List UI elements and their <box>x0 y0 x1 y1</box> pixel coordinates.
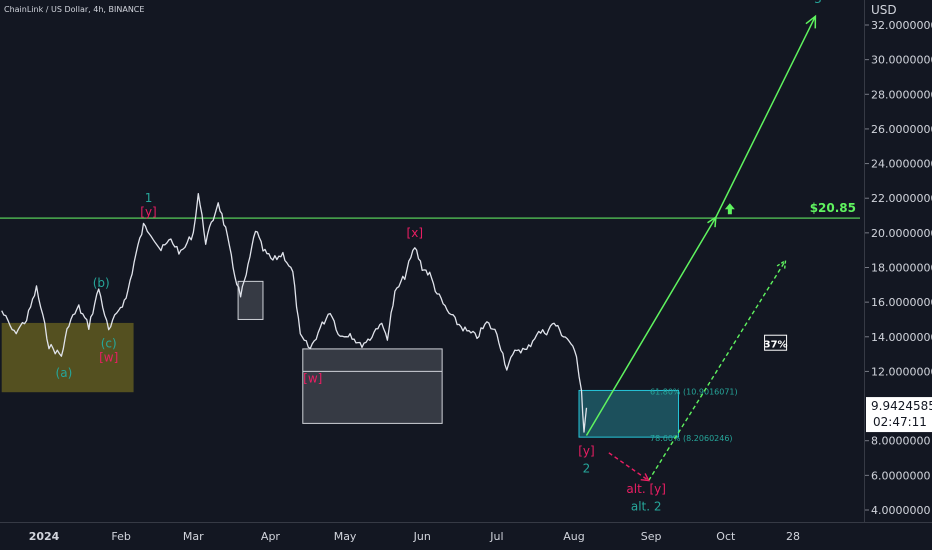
zone-grey-large <box>302 348 443 424</box>
alt-projection-down-arrowhead <box>640 473 650 482</box>
wave-label: alt. 2 <box>631 500 662 514</box>
price-tick-label: 28.0000000 <box>871 88 932 101</box>
current-price-tag: 9.9424585 02:47:11 <box>866 397 932 433</box>
price-tick-label: 26.0000000 <box>871 123 932 136</box>
time-tick-label: Oct <box>716 530 736 543</box>
zone-olive <box>1 322 134 393</box>
wave-label: 3 <box>814 0 822 6</box>
time-tick-label: 28 <box>786 530 800 543</box>
wave-label: [y] <box>578 444 594 458</box>
current-price-box <box>866 397 932 433</box>
wave-label: 2 <box>583 461 591 475</box>
wave-label: [x] <box>407 226 423 240</box>
price-series-line <box>1 192 588 433</box>
price-tick-label: 22.0000000 <box>871 192 932 205</box>
zone-teal-fib <box>578 389 680 438</box>
price-tick-label: 6.0000000 <box>871 469 931 482</box>
price-tick-label: 20.0000000 <box>871 227 932 240</box>
wave-label: [w] <box>303 371 322 385</box>
price-axis[interactable]: 32.0000000 30.0000000 28.0000000 26.0000000… <box>865 19 932 517</box>
alt-projection-down <box>608 452 650 482</box>
symbol-title: ChainLink / US Dollar, 4h, BINANCE <box>4 5 144 14</box>
wave-label: [w] <box>99 351 118 365</box>
levels-layer: $20.85 61.80% (10.9016071) 78.60% (8.20602… <box>0 201 860 443</box>
wave-label: (a) <box>56 366 73 380</box>
time-tick-label: Feb <box>111 530 130 543</box>
wave-label: (b) <box>93 276 110 290</box>
time-axis[interactable]: 2024 Feb Mar Apr May Jun Jul Aug Sep Oct 28 <box>29 530 800 543</box>
zones-layer <box>1 280 680 438</box>
price-tick-label: 4.0000000 <box>871 504 931 517</box>
bar-countdown: 02:47:11 <box>873 415 927 429</box>
alt-projection-arrowhead <box>776 259 787 271</box>
time-tick-label: Jul <box>489 530 503 543</box>
wave-label: (c) <box>101 337 117 351</box>
main-projection-arrowhead <box>805 14 817 29</box>
probability-label: 37% <box>764 340 788 351</box>
wave-label: alt. [y] <box>626 482 666 496</box>
fib-level-label: 61.80% (10.9016071) <box>650 387 738 396</box>
wave-label: 1 <box>145 191 153 205</box>
resistance-level-label: $20.85 <box>810 201 856 215</box>
wave-label: [y] <box>140 205 156 219</box>
time-tick-label: Jun <box>413 530 431 543</box>
current-price-value: 9.9424585 <box>871 399 932 413</box>
price-tick-label: 30.0000000 <box>871 54 932 67</box>
probability-box <box>764 334 788 351</box>
price-tick-label: 12.0000000 <box>871 365 932 378</box>
time-tick-label: Mar <box>183 530 204 543</box>
price-tick-label: 16.0000000 <box>871 296 932 309</box>
time-tick-label: May <box>334 530 357 543</box>
price-tick-label: 14.0000000 <box>871 331 932 344</box>
breakout-up-arrow-icon <box>724 203 735 215</box>
fib-level-label: 78.60% (8.2060246) <box>650 434 733 443</box>
time-tick-label: Sep <box>641 530 662 543</box>
currency-label: USD <box>871 3 897 17</box>
projections-layer <box>585 14 817 482</box>
alt-projection-up <box>648 260 787 481</box>
price-tick-label: 8.0000000 <box>871 435 931 448</box>
time-tick-label: Apr <box>261 530 281 543</box>
price-tick-label: 24.0000000 <box>871 158 932 171</box>
time-tick-label: Aug <box>563 530 584 543</box>
price-series-layer <box>1 192 588 433</box>
time-tick-label: 2024 <box>29 530 60 543</box>
price-tick-label: 18.0000000 <box>871 262 932 275</box>
main-projection-midarrow <box>707 215 717 228</box>
price-tick-label: 32.0000000 <box>871 19 932 32</box>
